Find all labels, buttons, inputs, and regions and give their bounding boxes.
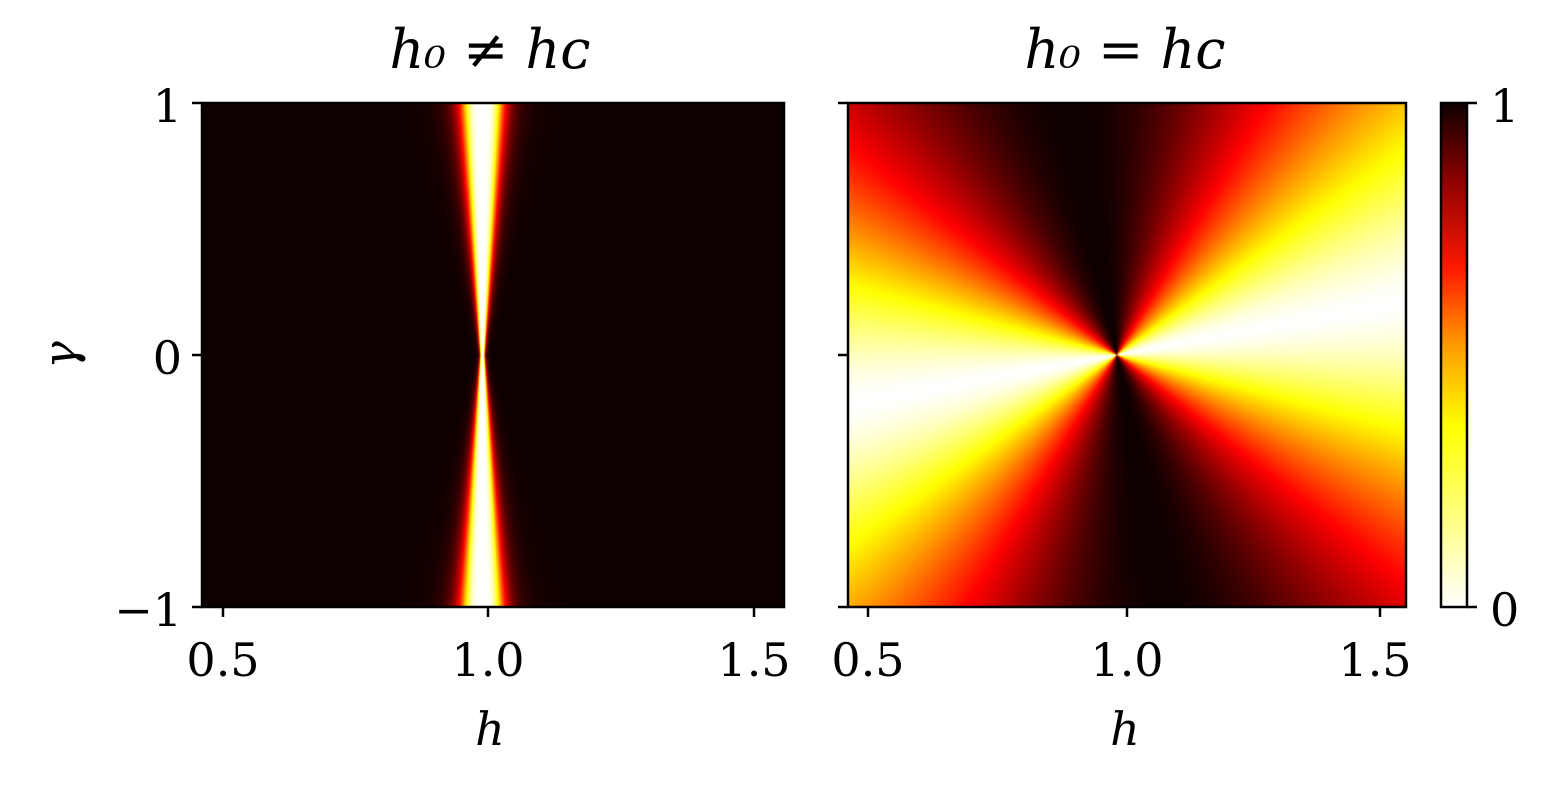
colorbar: 1 0 — [1439, 79, 1519, 637]
left-xlabel: h — [475, 702, 505, 756]
left-xtick-label-0: 0.5 — [186, 633, 259, 687]
left-ytick-label-bottom: −1 — [114, 583, 182, 637]
right-panel: h₀ = hᴄ 0.5 1.0 1.5 h — [831, 18, 1411, 756]
left-ytick-label-top: 1 — [153, 79, 182, 133]
left-heatmap-frame — [202, 103, 784, 607]
right-xtick-label-1: 1.0 — [1090, 633, 1163, 687]
right-xlabel: h — [1110, 702, 1140, 756]
colorbar-bar — [1439, 101, 1469, 609]
left-heatmap — [202, 103, 784, 607]
right-xtick-label-2: 1.5 — [1338, 633, 1411, 687]
right-xtick-label-0: 0.5 — [831, 633, 904, 687]
left-panel-title: h₀ ≠ hᴄ — [389, 18, 590, 81]
right-heatmap — [848, 103, 1406, 607]
right-heatmap-frame — [848, 103, 1406, 607]
left-ytick-label-mid: 0 — [153, 331, 182, 385]
colorbar-min-label: 0 — [1490, 583, 1519, 637]
colorbar-max-label: 1 — [1490, 79, 1519, 133]
left-panel: h₀ ≠ hᴄ 0.5 1.0 1.5 h 1 0 −1 γ — [33, 18, 791, 756]
left-ylabel: γ — [33, 341, 87, 369]
left-xtick-label-2: 1.5 — [717, 633, 790, 687]
left-xtick-label-1: 1.0 — [451, 633, 524, 687]
right-panel-title: h₀ = hᴄ — [1024, 18, 1225, 81]
